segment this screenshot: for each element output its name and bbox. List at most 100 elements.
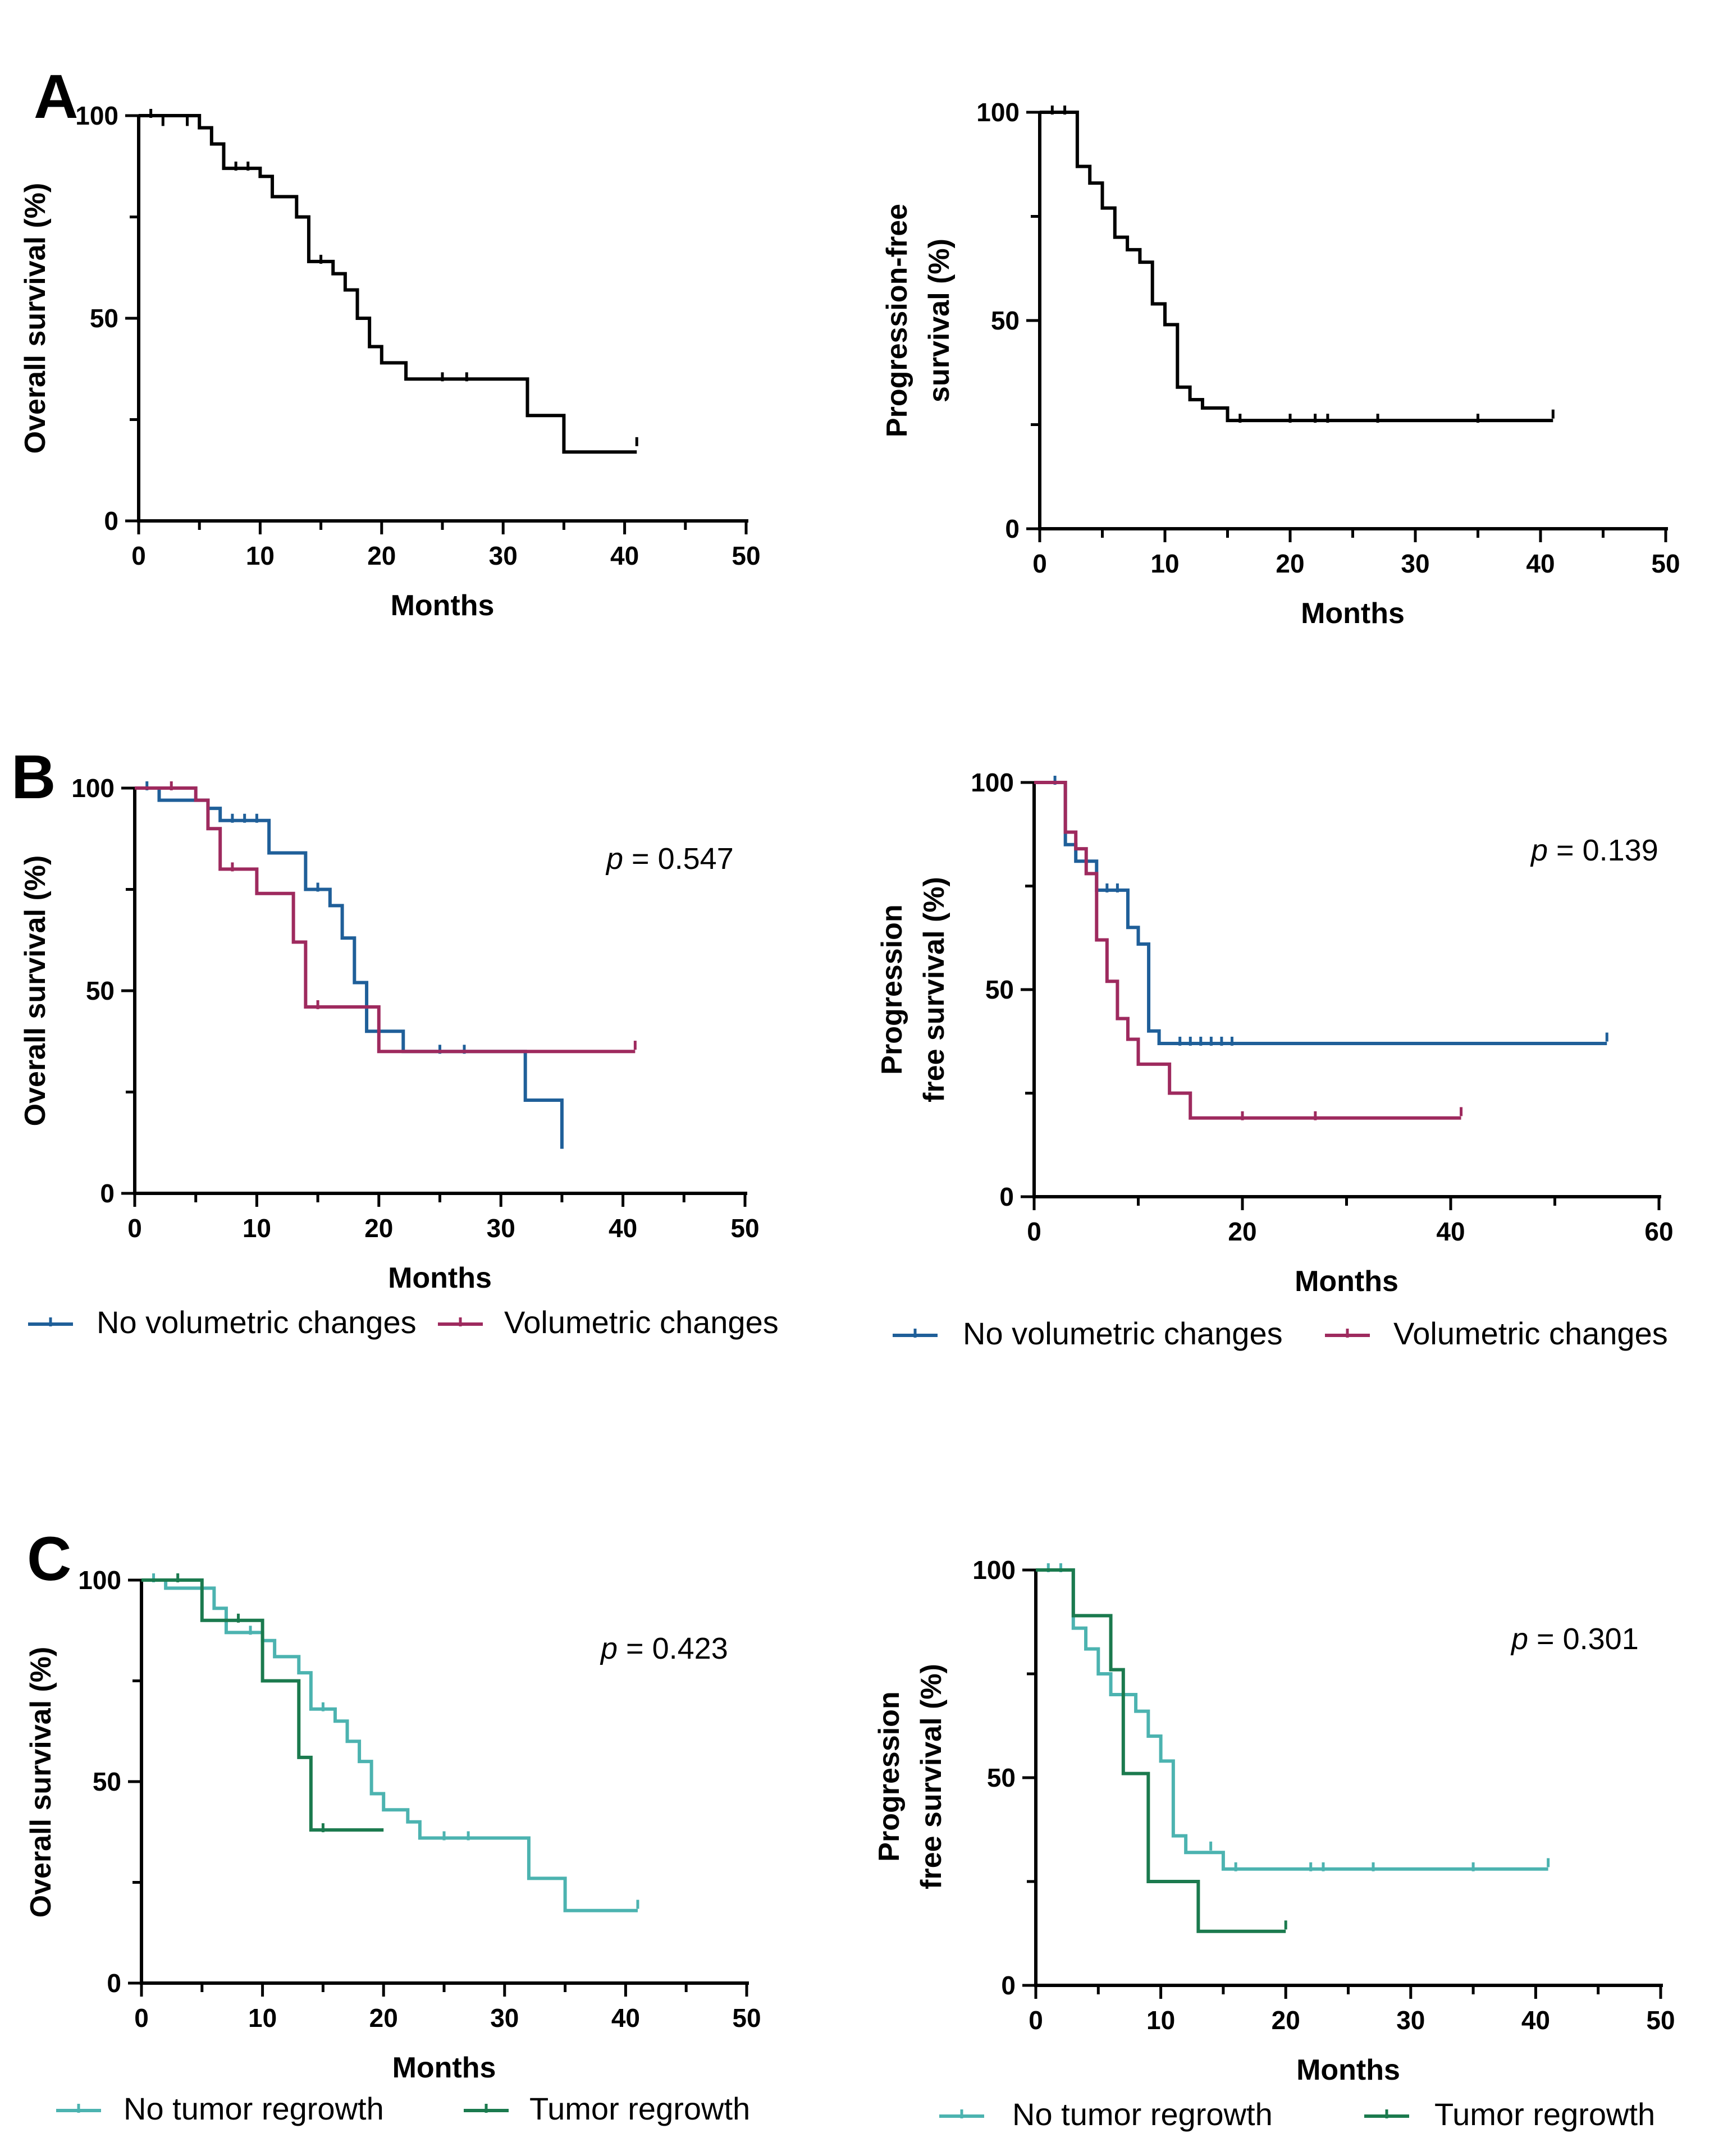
km-step-curve: [1034, 781, 1461, 1120]
y-tick-label: 50: [985, 975, 1014, 1004]
p-value-label: p = 0.139: [1530, 834, 1658, 867]
legend: No volumetric changes Volumetric changes: [28, 1304, 779, 1340]
x-tick-label: 10: [1150, 549, 1179, 578]
km-series-tumor-regrowth: [141, 1573, 384, 1833]
p-value: = 0.139: [1548, 834, 1658, 867]
x-axis-title: Months: [391, 589, 495, 622]
p-value-label: p = 0.547: [605, 842, 734, 876]
y-tick-label: 100: [972, 1555, 1016, 1585]
x-tick-label: 60: [1644, 1217, 1673, 1246]
legend-label: Volumetric changes: [1393, 1316, 1668, 1351]
y-axis-title-line: free survival (%): [915, 1664, 948, 1889]
legend-label: Volumetric changes: [504, 1304, 779, 1340]
x-tick-label: 0: [131, 541, 146, 570]
x-tick-label: 20: [1276, 549, 1304, 578]
y-axis-title-line: Progression: [873, 1691, 906, 1861]
y-tick-label: 100: [71, 773, 115, 803]
y-tick-label: 100: [75, 101, 118, 130]
x-axis-title: Months: [392, 2052, 496, 2084]
panel-letter-B: B: [11, 743, 56, 812]
x-axis-title: Months: [388, 1262, 492, 1294]
x-axis-title: Months: [1296, 2054, 1400, 2086]
p-symbol: p: [605, 842, 623, 876]
km-step-curve: [135, 786, 564, 1149]
x-tick-label: 40: [609, 1214, 637, 1243]
y-axis-title-line: Progression: [876, 904, 908, 1074]
km-step-curve: [141, 1578, 638, 1912]
chart-C-left: C 0 10 20 30 40 50 0 50 100 Months Overall survival…: [25, 1525, 761, 2126]
y-tick-label: 100: [976, 98, 1020, 127]
x-tick-label: 10: [248, 2003, 277, 2033]
x-tick-label: 30: [1396, 2006, 1425, 2035]
x-tick-label: 20: [1272, 2006, 1300, 2035]
x-tick-label: 10: [246, 541, 275, 570]
y-tick-label: 50: [86, 976, 115, 1005]
y-tick-label: 0: [999, 1182, 1014, 1211]
y-tick-label: 0: [1005, 514, 1020, 543]
x-tick-label: 0: [1032, 549, 1047, 578]
legend: No tumor regrowth Tumor regrowth: [939, 2097, 1655, 2132]
x-tick-label: 40: [1526, 549, 1555, 578]
x-tick-label: 20: [367, 541, 396, 570]
p-symbol: p: [1510, 1622, 1528, 1656]
y-axis-title: Progression free survival (%): [876, 877, 950, 1102]
km-series-volumetric-changes: [1034, 781, 1463, 1120]
p-value: = 0.423: [618, 1632, 728, 1665]
x-axis-title: Months: [1301, 597, 1405, 630]
x-tick-label: 0: [1027, 1217, 1041, 1246]
legend-label: No tumor regrowth: [124, 2091, 384, 2126]
x-tick-label: 10: [1146, 2006, 1175, 2035]
x-tick-label: 30: [487, 1214, 515, 1243]
p-symbol: p: [600, 1632, 618, 1665]
x-tick-label: 50: [732, 2003, 761, 2033]
legend-label: Tumor regrowth: [1434, 2097, 1655, 2132]
y-axis-title-line: Progression-free: [881, 204, 913, 437]
chart-A-left: A 0 10 20 30 40 50 0 50 100 Months Overall survival…: [19, 62, 761, 622]
chart-B-right: 0 20 40 60 0 50 100 Months Progression free survi…: [876, 768, 1674, 1351]
x-tick-label: 50: [732, 541, 760, 570]
x-tick-label: 50: [1646, 2006, 1675, 2035]
km-step-curve: [141, 1578, 384, 1832]
chart-B-left: B 0 10 20 30 40 50 0 50 100 Months Overall survival…: [11, 743, 779, 1340]
km-step-curve: [135, 786, 636, 1054]
km-series-all-patients: [139, 109, 638, 454]
legend-label: Tumor regrowth: [529, 2091, 750, 2126]
p-value-label: p = 0.423: [600, 1632, 728, 1665]
x-tick-label: 50: [1651, 549, 1680, 578]
x-tick-label: 20: [369, 2003, 398, 2033]
y-axis-title: Overall survival (%): [19, 855, 52, 1127]
x-tick-label: 0: [134, 2003, 149, 2033]
km-series-no-tumor-regrowth: [1036, 1563, 1550, 1871]
km-series-no-volumetric-changes: [135, 781, 564, 1149]
y-axis-title: Overall survival (%): [25, 1647, 57, 1918]
km-series-all-patients: [1040, 106, 1555, 423]
y-axis-title-line: free survival (%): [918, 877, 950, 1102]
km-step-curve: [1040, 111, 1553, 423]
legend-label: No volumetric changes: [97, 1304, 417, 1340]
km-series-tumor-regrowth: [1036, 1568, 1287, 1933]
x-tick-label: 40: [610, 541, 639, 570]
x-axis-title: Months: [1295, 1265, 1398, 1298]
chart-C-right: 0 10 20 30 40 50 0 50 100 Months Progression free s…: [873, 1555, 1675, 2132]
y-tick-label: 0: [100, 1179, 115, 1208]
legend: No volumetric changes Volumetric changes: [893, 1316, 1668, 1351]
y-tick-label: 0: [104, 506, 118, 535]
y-tick-label: 100: [78, 1565, 121, 1595]
y-tick-label: 50: [991, 306, 1020, 335]
y-axis-title-line: survival (%): [923, 239, 956, 402]
x-tick-label: 0: [127, 1214, 142, 1243]
x-tick-label: 50: [730, 1214, 759, 1243]
km-step-curve: [1036, 1568, 1286, 1933]
y-tick-label: 100: [971, 768, 1014, 797]
p-value: = 0.547: [623, 842, 734, 876]
x-tick-label: 30: [490, 2003, 519, 2033]
km-step-curve: [1034, 781, 1607, 1045]
p-value-label: p = 0.301: [1510, 1622, 1639, 1656]
x-tick-label: 30: [489, 541, 518, 570]
x-tick-label: 10: [243, 1214, 271, 1243]
p-symbol: p: [1530, 834, 1548, 867]
chart-A-right: 0 10 20 30 40 50 0 50 100 Months Progression-free s…: [881, 98, 1680, 630]
km-series-no-volumetric-changes: [1034, 776, 1608, 1046]
x-tick-label: 20: [364, 1214, 393, 1243]
